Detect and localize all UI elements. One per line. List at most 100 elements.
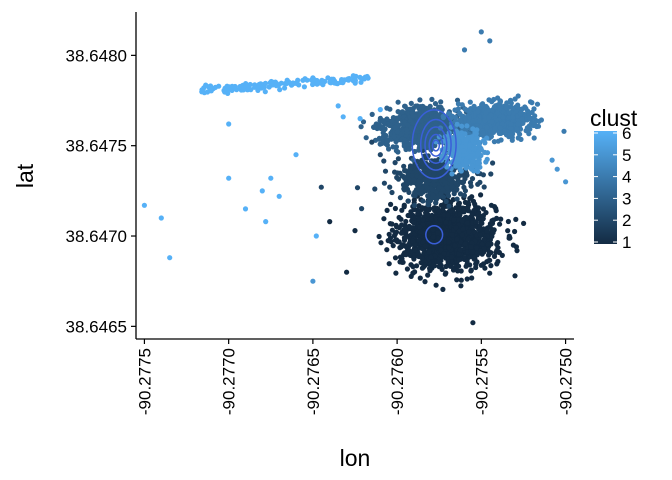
data-point-outlier (340, 114, 346, 120)
data-point (469, 163, 475, 169)
data-point (458, 168, 464, 174)
data-point (386, 261, 392, 267)
data-point (480, 130, 486, 136)
data-point (494, 241, 500, 248)
data-point (420, 103, 426, 109)
data-point (456, 228, 462, 234)
data-point (455, 217, 461, 223)
data-point (443, 270, 449, 276)
data-point (508, 121, 514, 127)
density-contour (431, 139, 441, 152)
data-point (394, 174, 400, 181)
data-point (392, 205, 398, 212)
data-point (443, 263, 449, 270)
data-point (399, 207, 405, 213)
data-point (381, 158, 387, 164)
data-point (441, 212, 447, 218)
data-point (428, 254, 434, 260)
data-point (462, 241, 468, 247)
data-point (453, 163, 459, 169)
data-point-outlier (369, 139, 375, 145)
data-point (410, 113, 416, 119)
data-point (392, 255, 399, 261)
data-point (455, 201, 462, 207)
data-point (456, 251, 462, 257)
data-point (412, 192, 418, 199)
data-point (392, 169, 398, 175)
data-point (400, 173, 406, 179)
data-point (237, 83, 243, 90)
data-point (469, 194, 475, 200)
data-point (392, 160, 398, 166)
data-point-outlier (470, 320, 476, 326)
data-point (406, 146, 412, 152)
data-point (489, 99, 495, 105)
data-point (478, 192, 484, 198)
data-point-outlier (158, 215, 164, 221)
data-point (459, 123, 465, 129)
legend-tick-label: 6 (622, 124, 631, 143)
data-point (208, 85, 214, 91)
data-point (392, 231, 398, 237)
data-point (511, 228, 518, 235)
x-tick-label: -90.2765 (304, 348, 323, 415)
data-point (480, 206, 486, 212)
data-point (469, 212, 475, 218)
data-point (459, 144, 465, 150)
data-point (449, 183, 455, 189)
data-point (460, 180, 466, 186)
data-point (446, 239, 452, 245)
data-point (488, 133, 494, 140)
data-point (410, 264, 416, 270)
data-point (345, 76, 351, 82)
data-point (483, 210, 489, 216)
data-point (446, 245, 452, 251)
data-point (494, 247, 500, 253)
data-point (325, 75, 331, 81)
data-point (436, 235, 442, 241)
data-point (484, 228, 490, 234)
data-point (360, 119, 367, 125)
data-point (475, 181, 481, 187)
data-point (492, 125, 498, 131)
data-point (432, 182, 438, 188)
data-point (417, 224, 423, 230)
data-point (494, 110, 501, 116)
data-point (449, 171, 455, 177)
x-tick-label: -90.2760 (388, 348, 407, 415)
data-point (460, 207, 466, 213)
data-point (473, 261, 479, 267)
data-point (477, 232, 483, 238)
data-point (459, 232, 465, 238)
data-point-outlier (327, 219, 333, 225)
data-point (449, 254, 455, 260)
data-point (387, 184, 393, 190)
data-point (456, 206, 462, 212)
data-point (451, 191, 457, 197)
data-point (479, 217, 485, 223)
data-point (469, 176, 476, 182)
data-point (484, 124, 490, 130)
data-point (428, 216, 435, 222)
data-point (473, 245, 480, 251)
data-point (514, 126, 520, 132)
data-point (402, 167, 408, 174)
data-point (453, 225, 459, 231)
data-point (399, 256, 405, 262)
data-point (450, 267, 457, 273)
data-point (403, 252, 409, 258)
data-point (464, 220, 470, 226)
data-point (446, 111, 452, 117)
data-point (423, 116, 429, 122)
data-point (371, 124, 377, 130)
data-point (452, 242, 458, 249)
data-point (416, 147, 422, 153)
data-point (414, 128, 420, 134)
data-points (141, 29, 569, 326)
data-point (246, 83, 252, 89)
data-point (386, 146, 392, 152)
data-point (284, 80, 290, 86)
data-point (498, 137, 504, 143)
data-point (468, 244, 474, 250)
